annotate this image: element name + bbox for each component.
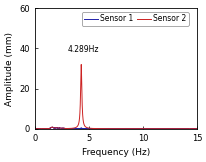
Sensor 2 [73, 127, 75, 129]
Sensor 1 [72, 128, 74, 130]
Sensor 2 [71, 127, 73, 129]
Sensor 1 [145, 128, 148, 130]
Sensor 1 [94, 128, 97, 130]
Sensor 2 [195, 128, 197, 130]
Sensor 1 [51, 126, 53, 128]
Line: Sensor 2: Sensor 2 [35, 64, 196, 129]
Sensor 2 [193, 128, 196, 130]
Sensor 2 [94, 128, 97, 130]
X-axis label: Frequency (Hz): Frequency (Hz) [81, 148, 149, 157]
Sensor 1 [71, 128, 73, 130]
Line: Sensor 1: Sensor 1 [35, 127, 196, 129]
Sensor 2 [72, 127, 74, 129]
Sensor 1 [195, 128, 197, 130]
Sensor 1 [106, 128, 108, 130]
Sensor 1 [73, 128, 75, 130]
Sensor 2 [106, 128, 108, 130]
Sensor 1 [193, 128, 196, 130]
Text: 4.289Hz: 4.289Hz [67, 46, 98, 54]
Sensor 1 [34, 128, 36, 130]
Y-axis label: Amplitude (mm): Amplitude (mm) [5, 32, 14, 105]
Sensor 2 [80, 64, 82, 65]
Sensor 2 [34, 128, 36, 130]
Legend: Sensor 1, Sensor 2: Sensor 1, Sensor 2 [81, 12, 188, 26]
